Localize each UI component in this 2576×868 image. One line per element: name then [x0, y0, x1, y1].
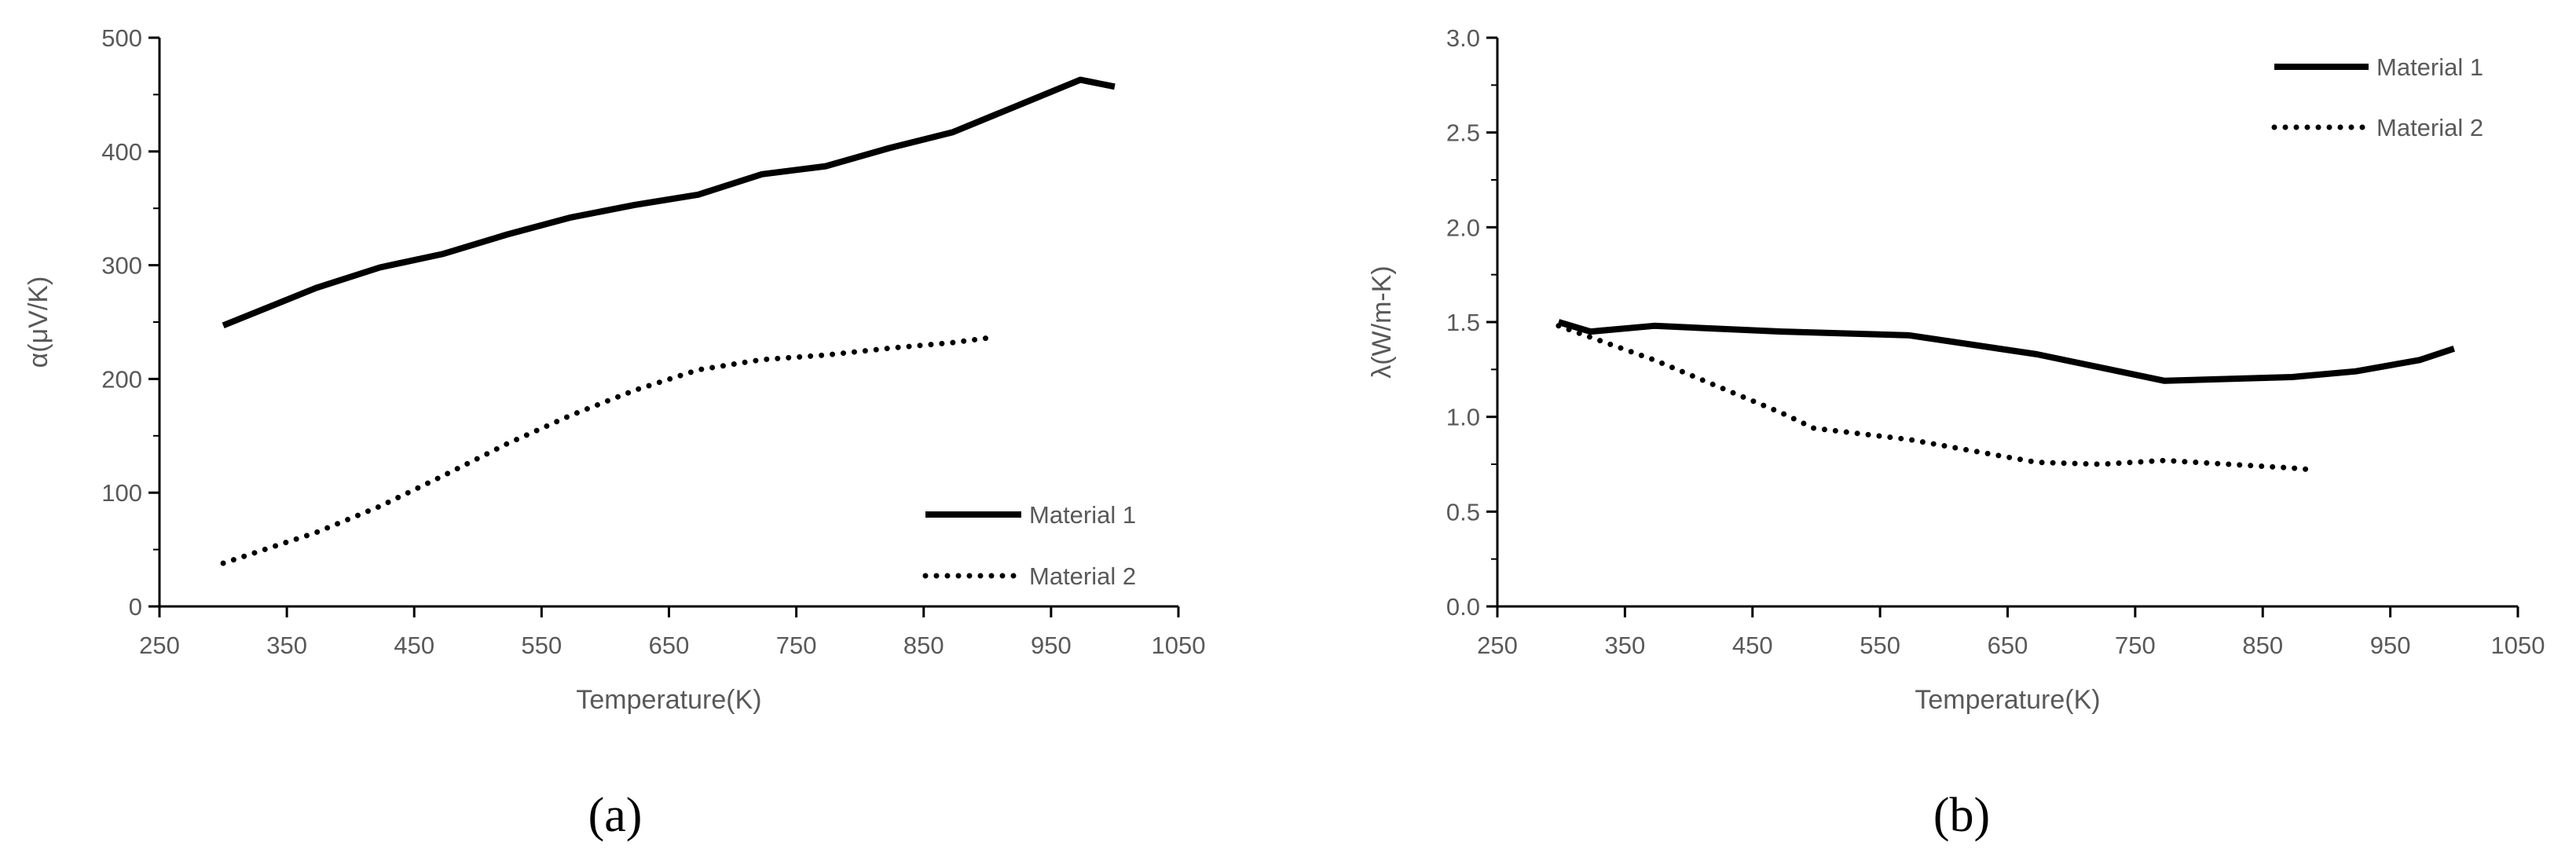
x-tick-label: 650	[649, 632, 690, 659]
y-tick-label: 500	[101, 24, 142, 52]
panel-caption: (b)	[1933, 789, 1990, 842]
x-tick-label: 350	[266, 632, 307, 659]
x-tick-label: 450	[1732, 632, 1773, 659]
legend-label-1: Material 1	[1029, 501, 1136, 529]
legend-label-2: Material 2	[1029, 562, 1136, 590]
series-line-2	[1555, 323, 2317, 473]
series-line-1	[1557, 319, 2456, 384]
x-tick-label: 750	[2115, 632, 2156, 659]
y-tick-label: 300	[101, 252, 142, 280]
x-tick-label: 850	[903, 632, 944, 659]
x-tick-label: 650	[1988, 632, 2028, 659]
y-tick-label: 100	[101, 479, 142, 507]
x-tick-label: 950	[2370, 632, 2411, 659]
x-axis-title: Temperature(K)	[1915, 685, 2100, 715]
y-tick-label: 0	[129, 593, 142, 621]
y-axis-title: α(μV/K)	[24, 277, 53, 368]
x-tick-label: 850	[2242, 632, 2283, 659]
y-tick-label: 3.0	[1446, 24, 1480, 52]
y-tick-label: 0.0	[1446, 593, 1480, 621]
panel-caption: (a)	[588, 789, 643, 842]
y-tick-label: 0.5	[1446, 498, 1480, 526]
y-tick-label: 2.5	[1446, 119, 1480, 147]
y-tick-label: 1.0	[1446, 404, 1480, 431]
y-tick-label: 2.0	[1446, 214, 1480, 241]
x-tick-label: 250	[139, 632, 180, 659]
x-tick-label: 250	[1477, 632, 1518, 659]
x-axis-title: Temperature(K)	[576, 685, 761, 715]
y-tick-label: 400	[101, 138, 142, 166]
chart-panel-a: 0 100 200 300 400 500 250 350 450 550 650 750 850 950…	[24, 24, 1205, 842]
y-tick-label: 1.5	[1446, 309, 1480, 336]
x-tick-label: 550	[522, 632, 562, 659]
y-tick-label: 200	[101, 365, 142, 393]
x-tick-label: 950	[1031, 632, 1072, 659]
legend-label-1: Material 1	[2376, 53, 2483, 81]
chart-panel-b: 0.0 0.5 1.0 1.5 2.0 2.5 3.0 250 350 450 550 650 750 8…	[1367, 24, 2545, 842]
legend-label-2: Material 2	[2376, 114, 2483, 141]
x-tick-label: 1050	[2491, 632, 2545, 659]
x-tick-label: 1050	[1152, 632, 1206, 659]
series-line-2	[220, 335, 991, 566]
x-tick-label: 550	[1860, 632, 1900, 659]
x-tick-label: 450	[394, 632, 434, 659]
series-line-1	[222, 76, 1116, 329]
x-tick-label: 350	[1605, 632, 1646, 659]
x-tick-label: 750	[776, 632, 817, 659]
y-axis-title: λ(W/m-K)	[1367, 266, 1397, 379]
